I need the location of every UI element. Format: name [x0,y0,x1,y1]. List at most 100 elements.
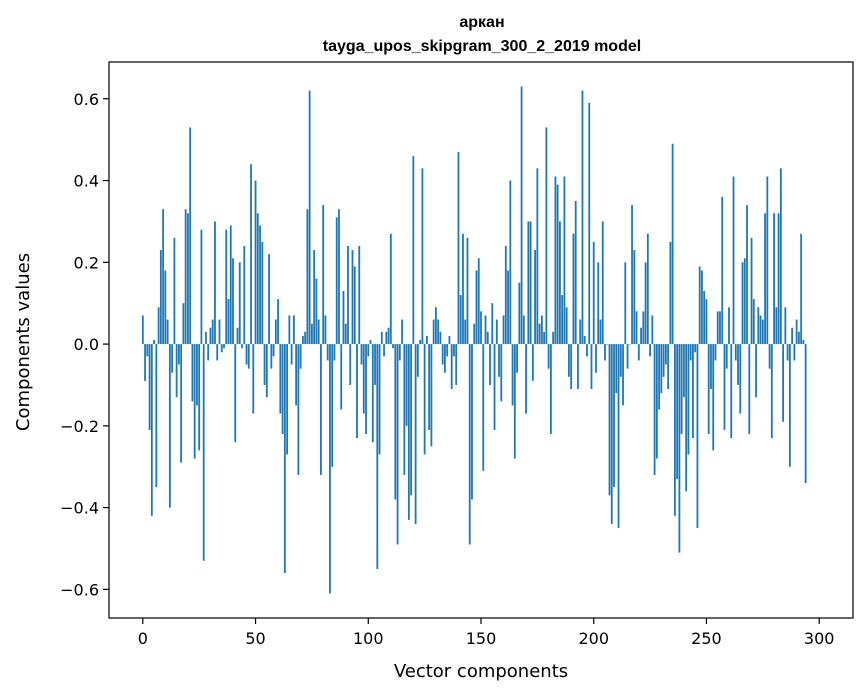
bar [637,344,640,361]
bar [622,344,624,406]
bar [592,241,595,345]
bar [295,344,298,406]
bar [703,290,706,345]
bar [617,344,620,529]
bar [216,344,219,361]
bar [419,340,422,345]
bar [786,344,789,361]
bar [613,344,615,488]
bar [232,258,234,345]
bar [198,344,201,451]
bar [335,217,338,345]
bar [398,344,401,361]
bar [218,319,221,345]
bar [389,233,392,345]
bar [626,344,629,369]
bar [250,164,252,345]
bar [369,340,372,345]
bar [360,344,363,365]
bar [522,315,525,345]
bar [146,344,149,357]
bar [441,344,444,365]
bar [577,344,579,390]
bar [446,344,449,357]
bar [331,344,334,467]
bar [365,344,367,435]
bar [588,102,591,345]
bar [608,344,611,496]
bar [290,344,293,365]
bar [552,331,555,345]
bar [673,344,676,516]
bar [615,344,618,394]
y-tick-label: −0.6 [60,580,99,599]
bar [559,221,561,345]
bar [265,344,268,398]
bar [502,315,505,345]
x-tick-label: 50 [245,629,265,648]
bar [527,221,530,345]
bar [459,295,462,345]
bar [148,344,151,430]
bar [606,344,609,345]
bar [543,331,546,345]
bar [403,344,406,475]
bar [734,344,737,361]
bar [692,344,694,439]
bar [245,344,248,365]
bar [748,344,751,435]
bar [286,344,289,455]
bar [455,344,458,385]
bar [725,344,728,369]
bar [655,344,658,459]
bar [671,143,674,345]
bar [507,270,509,345]
bar [486,331,489,345]
bar [529,221,532,345]
bar [385,331,388,345]
bar-series [141,86,807,594]
bar [770,344,773,439]
bar [500,344,503,402]
bar [777,213,780,345]
bar [572,233,575,345]
bar [301,335,304,345]
x-tick-label: 200 [578,629,609,648]
bar [660,344,663,394]
x-axis-ticks: 0 50 100 150 200 250 300 [138,618,834,648]
bar [741,262,744,345]
bar [716,311,719,345]
bar [761,319,764,345]
bar [405,344,408,426]
bar [340,344,343,410]
y-tick-label: 0.6 [74,90,99,109]
bar [489,344,491,385]
bar [423,344,426,455]
bar [297,344,300,475]
bar [466,237,469,345]
bar [322,205,325,345]
bar [383,344,385,357]
bar [259,225,261,345]
bar [520,86,523,345]
y-tick-label: 0.2 [74,253,99,272]
bar [633,250,636,345]
bar [342,290,345,345]
bar [180,344,183,463]
bar [491,303,494,345]
bar [739,344,742,414]
x-tick-label: 250 [691,629,722,648]
bar [428,344,431,430]
bar [782,344,785,422]
bar [439,331,442,345]
bar [468,344,471,545]
bar [205,331,207,345]
bar [696,344,699,529]
chart-title-line-2: tayga_upos_skipgram_300_2_2019 model [323,38,641,55]
bar [662,344,665,377]
bar [723,344,726,430]
bar [367,344,370,357]
bar [292,315,295,345]
bar [667,344,670,390]
